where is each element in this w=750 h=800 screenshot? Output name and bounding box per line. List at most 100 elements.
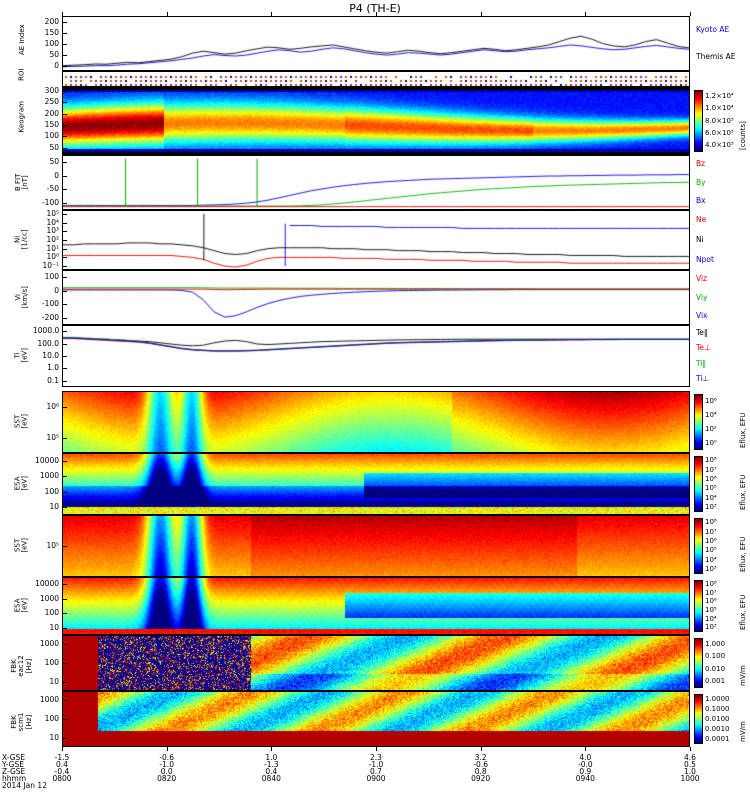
ytick-b-fit: -50 (46, 184, 59, 194)
plot-canvas-b-fit (63, 156, 689, 209)
footer-value: 0940 (575, 774, 595, 783)
panel-temperature (62, 325, 690, 387)
ytick-b-fit: 50 (49, 156, 59, 166)
colorbar-tick: 4.0×10³ (705, 141, 734, 150)
ytick-esa-1: 10 (49, 502, 59, 512)
ytick-ae-index: 0 (54, 60, 59, 70)
colorbar-fbk-scm1 (694, 694, 703, 744)
colorbar-sst-2 (694, 518, 703, 574)
footer-value: 0.4 (56, 760, 68, 769)
colorbar-unit: Eflux, EFU (739, 594, 747, 630)
ytick-fbk-scm1: 10 (49, 732, 59, 742)
footer-value: -0.6 (473, 760, 488, 769)
plot-canvas-fbk-scm1 (63, 692, 689, 746)
tick-mark (62, 644, 67, 646)
plot-canvas-density (63, 211, 689, 269)
tick-mark (62, 21, 67, 23)
colorbar-tick: 10⁸ (705, 518, 717, 527)
plot-canvas-roi (63, 72, 689, 86)
footer-value: 3.2 (474, 753, 487, 762)
ytick-density: 10⁴ (46, 217, 59, 227)
footer-row-label-hhmm: hhmm (2, 774, 27, 783)
tick-mark (62, 175, 67, 177)
colorbar-tick: 10⁷ (705, 588, 717, 597)
colorbar-esa-2 (694, 580, 703, 632)
ytick-temperature: 0.1 (47, 375, 59, 385)
colorbar-unit: mV/m (739, 665, 747, 686)
ylabel-esa-1: ESA [eV] (13, 476, 29, 491)
colorbar-tick: 10⁴ (705, 410, 717, 419)
colorbar-tick: 10⁴ (705, 614, 717, 623)
tick-mark (62, 102, 67, 104)
ytick-sst-2: 10⁵ (46, 541, 59, 550)
tick-mark (62, 290, 67, 292)
colorbar-tick: 10⁵ (705, 546, 717, 555)
ytick-b-fit: 0 (54, 170, 59, 180)
ytick-density: 10¹ (46, 243, 59, 253)
ytick-temperature: 1000.0 (33, 326, 60, 336)
tick-mark (62, 161, 67, 163)
ytick-esa-2: 1000 (39, 593, 59, 603)
x-tick-mark-top (480, 12, 482, 16)
panel-fbk-eac12 (62, 635, 690, 691)
tick-mark (62, 276, 67, 278)
plot-canvas-ae-index (63, 17, 689, 70)
x-tick-mark-top (271, 12, 273, 16)
tick-mark (62, 700, 67, 702)
ytick-esa-1: 100 (44, 486, 59, 496)
ylabel-sst-1: SST [eV] (13, 414, 29, 429)
panel-sst-1 (62, 391, 690, 453)
footer-value: 4.6 (684, 753, 696, 762)
colorbar-tick: 1.0×10⁴ (705, 104, 734, 113)
footer-value: 1.0 (265, 753, 278, 762)
colorbar-unit: Eflux, EFU (739, 536, 747, 572)
footer-value: -0.6 (159, 753, 174, 762)
tick-mark (62, 265, 67, 267)
tick-mark (62, 368, 67, 370)
legend-label-Te: Te‖ (696, 327, 708, 337)
ylabel-temperature: Ti [eV] (13, 348, 29, 363)
tick-mark (62, 584, 67, 586)
ytick-keogram: 200 (44, 108, 59, 118)
colorbar-tick: 10⁴ (705, 493, 717, 502)
panel-fbk-scm1 (62, 691, 690, 747)
tick-mark (62, 681, 67, 683)
plot-canvas-esa-2 (63, 578, 689, 634)
ytick-b-fit: -100 (41, 198, 59, 208)
x-tick-mark-top (690, 12, 691, 16)
legend-label-Ti: Ti⊥ (696, 374, 709, 384)
panel-velocity (62, 270, 690, 325)
tick-mark (62, 214, 67, 216)
ytick-keogram: 100 (44, 131, 59, 141)
ytick-velocity: -200 (41, 313, 59, 323)
legend-label-ThemisAE: Themis AE (696, 52, 736, 62)
plot-canvas-sst-1 (63, 392, 689, 452)
tick-mark (62, 203, 67, 205)
ytick-esa-2: 10000 (35, 579, 59, 589)
colorbar-tick: 10⁶ (705, 597, 717, 606)
colorbar-tick: 6.0×10³ (705, 128, 734, 137)
tick-mark (62, 304, 67, 306)
footer-row-label-z-gse: Z-GSE (2, 767, 26, 776)
tick-mark (62, 65, 67, 67)
plot-canvas-sst-2 (63, 516, 689, 576)
plot-canvas-esa-1 (63, 454, 689, 514)
ytick-keogram: 50 (49, 142, 59, 152)
footer-value: 0820 (157, 774, 177, 783)
colorbar-esa-1 (694, 456, 703, 512)
x-tick-mark (690, 747, 691, 751)
x-tick-mark (62, 747, 63, 751)
tick-mark (62, 356, 67, 357)
ytick-density: 10⁻¹ (42, 260, 59, 270)
panel-density (62, 210, 690, 270)
footer-value: 0800 (52, 774, 72, 783)
panel-esa-2 (62, 577, 690, 635)
legend-label-Bz: Bz (696, 159, 706, 169)
tick-mark (62, 343, 67, 345)
panel-ae-index (62, 16, 690, 71)
legend-label-Vix: Vix (696, 310, 708, 320)
footer-value: 0.8 (474, 767, 487, 776)
x-tick-mark (166, 747, 168, 751)
tick-mark (62, 240, 67, 241)
footer-value: 1000 (680, 774, 700, 783)
